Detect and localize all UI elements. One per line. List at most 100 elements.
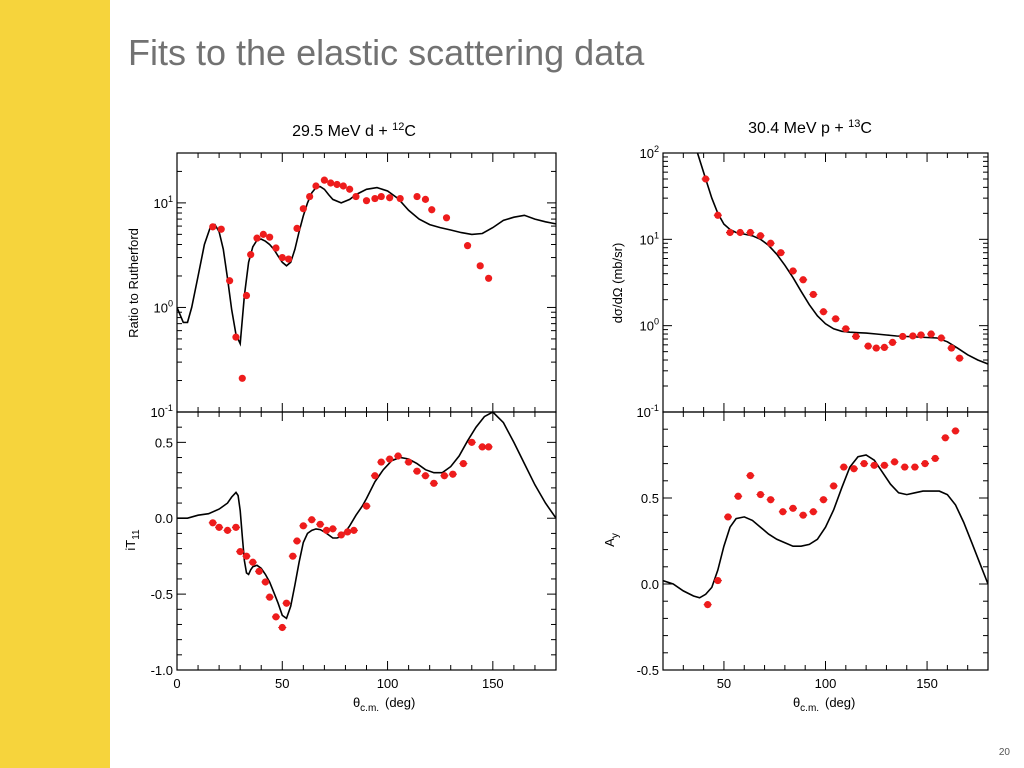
data-point — [322, 526, 331, 534]
x-axis-label-unit: (deg) — [825, 695, 855, 710]
data-point — [346, 185, 354, 193]
y-tick-label: 0.5 — [155, 435, 173, 450]
data-point — [840, 463, 848, 471]
data-point — [223, 526, 232, 534]
data-point — [734, 492, 742, 500]
data-point — [272, 613, 280, 621]
data-point — [870, 461, 878, 469]
data-point — [352, 192, 360, 201]
y-tick-label: 101 — [639, 230, 659, 247]
data-point — [278, 253, 286, 262]
y-tick-label: -0.5 — [637, 663, 659, 678]
data-point — [767, 239, 775, 247]
data-point — [442, 214, 451, 222]
data-point — [396, 194, 404, 203]
data-point — [278, 623, 286, 632]
data-point — [217, 225, 225, 233]
data-point — [293, 224, 301, 233]
data-point — [316, 520, 324, 528]
data-point — [888, 338, 897, 346]
data-point — [819, 496, 828, 504]
plot-frame-d12C_sigma — [176, 152, 557, 413]
data-point — [485, 274, 493, 282]
y-tick-label: -0.5 — [151, 587, 173, 602]
x-tick-label: 50 — [717, 676, 731, 691]
y-axis-label: dσ/dΩ (mb/sr) — [610, 243, 625, 324]
data-point — [377, 458, 385, 466]
data-point — [921, 460, 929, 468]
chart-title-d12C: 29.5 MeV d + 12C — [292, 121, 416, 140]
y-tick-label: 100 — [639, 317, 659, 334]
slide-title: Fits to the elastic scattering data — [128, 32, 645, 73]
data-point — [421, 472, 430, 480]
y-tick-label: 0.5 — [641, 491, 659, 506]
x-tick-label: 150 — [482, 676, 504, 691]
plot-area-p13C_sigma — [696, 153, 988, 365]
data-point — [459, 460, 467, 468]
data-point — [927, 330, 935, 338]
y-axis-label: Ay — [602, 533, 621, 547]
data-point — [226, 277, 234, 285]
data-point — [819, 308, 828, 316]
data-point — [756, 490, 765, 499]
plot-frame-p13C_Ay — [662, 411, 989, 671]
data-point — [337, 531, 345, 539]
data-point — [941, 434, 949, 442]
data-point — [852, 332, 860, 341]
data-point — [704, 601, 712, 609]
data-point — [714, 576, 722, 585]
data-point — [702, 175, 710, 183]
data-point — [386, 455, 394, 463]
data-point — [899, 332, 907, 341]
data-point — [463, 242, 472, 250]
data-point — [413, 192, 421, 201]
data-point — [890, 458, 899, 466]
plot-area-d12C_sigma — [177, 176, 556, 382]
data-point — [333, 180, 341, 189]
data-point — [777, 249, 785, 257]
page-number: 20 — [998, 747, 1010, 758]
data-point — [872, 344, 880, 352]
data-point — [880, 343, 889, 352]
data-point — [215, 523, 223, 531]
data-point — [909, 332, 917, 340]
data-point — [860, 460, 868, 468]
data-point — [789, 504, 797, 512]
data-point — [362, 502, 371, 510]
data-point — [259, 230, 267, 238]
data-point — [209, 519, 217, 527]
y-tick-label: 102 — [639, 144, 659, 161]
data-point — [284, 255, 293, 263]
data-point — [746, 228, 754, 237]
plot-area-d12C_iT11 — [177, 412, 556, 632]
data-point — [289, 552, 297, 560]
data-point — [272, 244, 280, 252]
data-point — [799, 511, 807, 519]
data-point — [343, 528, 352, 536]
plot-frame-d12C_iT11 — [176, 411, 557, 671]
y-axis-label: Ratio to Rutherford — [126, 228, 141, 338]
data-point — [809, 508, 817, 516]
data-point — [850, 465, 858, 473]
data-point — [937, 334, 945, 342]
data-point — [714, 211, 722, 219]
data-point — [880, 461, 889, 469]
data-point — [901, 463, 909, 471]
data-point — [320, 176, 328, 184]
y-tick-label: 10-1 — [150, 403, 173, 420]
data-point — [394, 452, 402, 460]
data-point — [255, 567, 263, 575]
data-point — [430, 479, 438, 487]
y-tick-label: 0.0 — [155, 511, 173, 526]
fit-curve — [663, 454, 988, 599]
plot-area-p13C_Ay — [663, 427, 988, 609]
y-tick-label: 0.0 — [641, 577, 659, 592]
data-point — [293, 537, 301, 545]
data-point — [386, 194, 394, 202]
data-point — [405, 458, 413, 466]
data-point — [799, 276, 807, 284]
data-point — [371, 472, 379, 480]
data-point — [299, 205, 307, 213]
data-point — [724, 513, 732, 521]
